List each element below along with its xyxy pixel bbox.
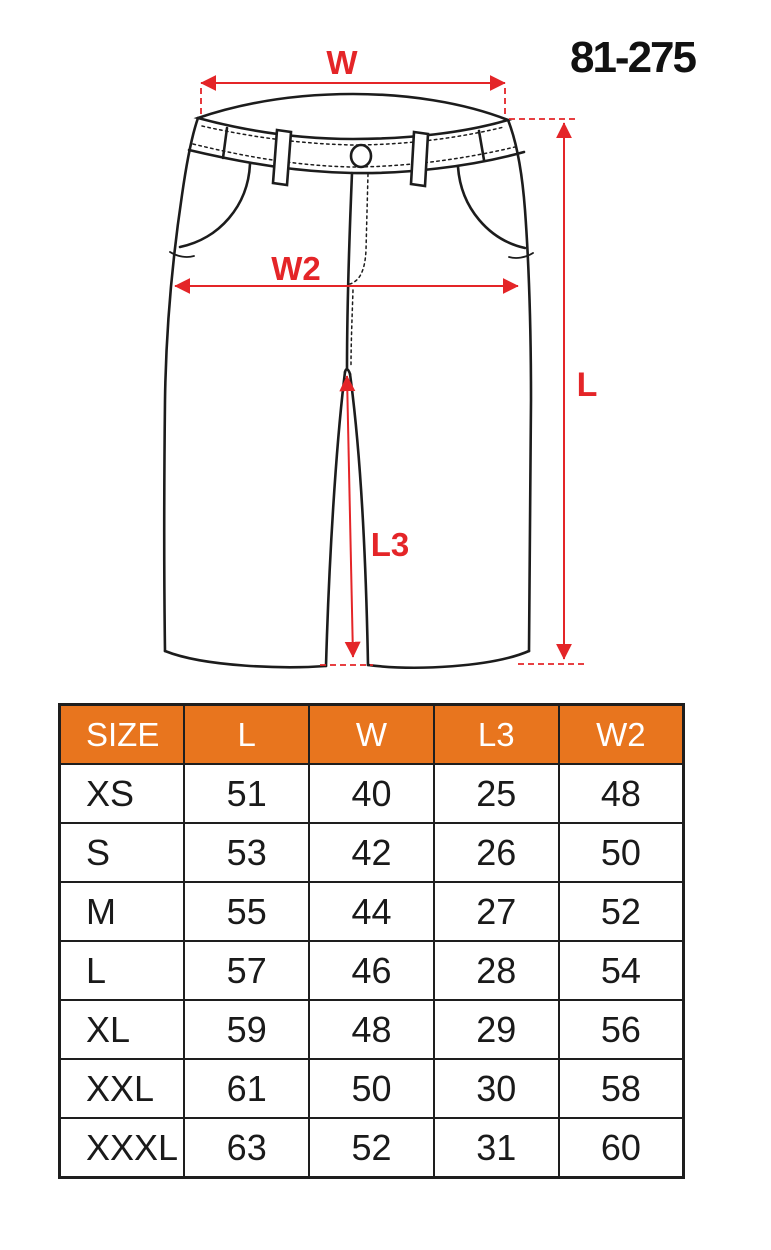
w2-label: W2	[271, 250, 321, 287]
value-cell: 50	[557, 822, 685, 883]
size-cell: XXL	[58, 1058, 186, 1119]
right-outseam	[506, 118, 533, 653]
size-cell: XXXL	[58, 1117, 186, 1179]
table-row: XL 59 48 29 56	[58, 999, 685, 1060]
size-cell: S	[58, 822, 186, 883]
value-cell: 52	[557, 881, 685, 942]
dimension-w	[200, 75, 506, 118]
value-cell: 56	[557, 999, 685, 1060]
size-cell: XL	[58, 999, 186, 1060]
l-label: L	[577, 366, 598, 404]
size-cell: M	[58, 881, 186, 942]
left-inseam	[324, 370, 347, 668]
size-table-header-size: SIZE	[58, 703, 186, 765]
table-row: XXL 61 50 30 58	[58, 1058, 685, 1119]
waist-opening	[193, 92, 513, 141]
value-cell: 26	[432, 822, 560, 883]
table-row: L 57 46 28 54	[58, 940, 685, 1001]
waistband-top-stitch	[201, 125, 505, 146]
value-cell: 52	[308, 1117, 435, 1179]
value-cell: 31	[432, 1117, 560, 1179]
l3-label: L3	[371, 526, 410, 563]
product-code: 81-275	[569, 33, 697, 82]
value-cell: 40	[308, 763, 435, 824]
waistband-bottom-stitch	[192, 143, 520, 168]
value-cell: 50	[308, 1058, 435, 1119]
fly-stitch	[349, 173, 369, 285]
value-cell: 48	[557, 763, 685, 824]
value-cell: 42	[308, 822, 435, 883]
right-pocket-stitch	[508, 252, 534, 259]
right-pocket-curve	[456, 165, 527, 250]
table-row: XXXL 63 52 31 60	[58, 1117, 685, 1179]
value-cell: 60	[557, 1117, 685, 1179]
shorts-technical-drawing: W W2 L L3	[162, 44, 598, 669]
value-cell: 29	[432, 999, 560, 1060]
size-table-header-l: L	[183, 703, 311, 765]
size-table-header-row: SIZE L W L3 W2	[58, 703, 685, 765]
size-table-header-w: W	[308, 703, 435, 765]
w-label: W	[326, 44, 358, 81]
value-cell: 51	[183, 763, 311, 824]
dimension-annotations	[174, 75, 585, 666]
value-cell: 58	[557, 1058, 685, 1119]
size-table: SIZE L W L3 W2 XS 51 40 25 48 S 53 42 26…	[58, 703, 685, 1179]
belt-loop-right	[409, 130, 430, 188]
table-row: M 55 44 27 52	[58, 881, 685, 942]
value-cell: 30	[432, 1058, 560, 1119]
shorts-outline	[162, 92, 534, 669]
belt-loop-left	[271, 128, 293, 187]
size-table-header-l3: L3	[432, 703, 560, 765]
value-cell: 28	[432, 940, 560, 1001]
value-cell: 57	[183, 940, 311, 1001]
value-cell: 55	[183, 881, 311, 942]
value-cell: 63	[183, 1117, 311, 1179]
value-cell: 44	[308, 881, 435, 942]
size-cell: XS	[58, 763, 186, 824]
value-cell: 53	[183, 822, 311, 883]
waistband-seam-right	[477, 129, 486, 162]
value-cell: 46	[308, 940, 435, 1001]
left-pocket-curve	[178, 162, 252, 249]
value-cell: 54	[557, 940, 685, 1001]
value-cell: 48	[308, 999, 435, 1060]
value-cell: 25	[432, 763, 560, 824]
left-pocket-stitch	[169, 251, 195, 258]
waist-button	[349, 143, 373, 169]
center-front-stitch	[350, 289, 354, 367]
center-front-seam	[345, 171, 354, 370]
table-row: XS 51 40 25 48	[58, 763, 685, 824]
value-cell: 61	[183, 1058, 311, 1119]
dimension-l	[509, 118, 585, 665]
table-row: S 53 42 26 50	[58, 822, 685, 883]
waistband-seam-left	[221, 126, 229, 160]
dimension-l3	[320, 375, 373, 666]
left-outseam	[162, 116, 200, 653]
right-hem	[366, 649, 531, 669]
value-cell: 27	[432, 881, 560, 942]
size-cell: L	[58, 940, 186, 1001]
left-hem	[163, 649, 328, 669]
value-cell: 59	[183, 999, 311, 1060]
size-table-header-w2: W2	[557, 703, 685, 765]
